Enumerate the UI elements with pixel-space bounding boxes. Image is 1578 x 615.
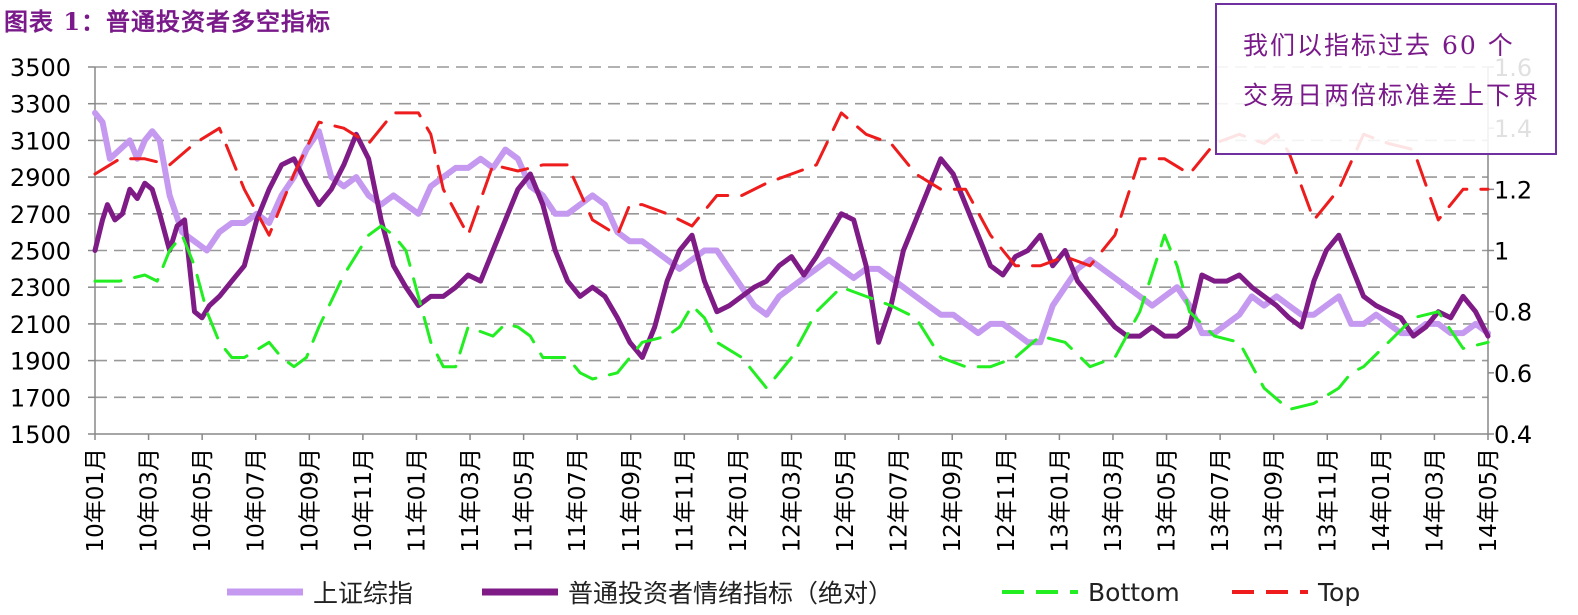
- x-tick-label: 12年03月: [780, 448, 806, 553]
- series-line-bottom: [93, 224, 1490, 411]
- left-tick-label: 2900: [10, 164, 71, 192]
- x-tick-label: 12年07月: [887, 448, 913, 553]
- legend-swatch-sentiment: [482, 588, 558, 596]
- left-tick-label: 1500: [10, 421, 71, 449]
- legend: 上证综指 普通投资者情绪指标（绝对） Bottom Top: [225, 572, 1565, 612]
- right-tick-label: 1.2: [1494, 176, 1532, 204]
- x-tick-label: 11年11月: [672, 448, 698, 553]
- x-tick-label: 14年03月: [1422, 448, 1448, 553]
- x-tick-label: 12年01月: [726, 448, 752, 553]
- legend-label-top: Top: [1318, 577, 1361, 607]
- right-tick-label: 0.4: [1494, 421, 1532, 449]
- series-lines: [92, 109, 1491, 411]
- legend-label-bottom: Bottom: [1088, 577, 1180, 607]
- x-tick-label: 11年09月: [619, 448, 645, 553]
- legend-label-index: 上证综指: [313, 579, 414, 608]
- x-tick-label: 10年03月: [137, 448, 163, 553]
- legend-item-index: 上证综指: [225, 572, 413, 612]
- x-tick-label: 13年05月: [1155, 448, 1181, 553]
- x-tick-label: 13年01月: [1047, 448, 1073, 553]
- left-tick-label: 3100: [10, 127, 71, 155]
- x-tick-label: 10年01月: [83, 448, 109, 553]
- left-axis-ticks: 1500 1700 1900 2100 2300 2500 2700 2900 3100 3300…: [10, 54, 95, 449]
- legend-label-sentiment: 普通投资者情绪指标（绝对）: [568, 579, 894, 608]
- left-tick-label: 2300: [10, 274, 71, 302]
- left-tick-label: 3500: [10, 54, 71, 82]
- x-tick-label: 10年11月: [351, 448, 377, 553]
- x-tick-label: 13年03月: [1101, 448, 1127, 553]
- x-tick-label: 10年07月: [244, 448, 270, 553]
- left-tick-label: 1700: [10, 384, 71, 412]
- x-tick-label: 12年05月: [833, 448, 859, 553]
- x-tick-label: 13年09月: [1262, 448, 1288, 553]
- legend-item-sentiment: 普通投资者情绪指标（绝对）: [480, 572, 893, 612]
- legend-item-bottom: Bottom: [1000, 572, 1180, 612]
- right-tick-label: 1: [1494, 238, 1509, 266]
- legend-swatch-index: [227, 588, 303, 596]
- x-tick-label: 11年05月: [512, 448, 538, 553]
- x-tick-label: 12年09月: [940, 448, 966, 553]
- legend-swatch-bottom: [1002, 590, 1078, 594]
- chart-title: 图表 1：普通投资者多空指标: [4, 7, 332, 36]
- left-tick-label: 2500: [10, 238, 71, 266]
- x-tick-label: 14年01月: [1369, 448, 1395, 553]
- x-tick-label: 10年09月: [297, 448, 323, 553]
- x-tick-label: 10年05月: [190, 448, 216, 553]
- annotation-box: 我们以指标过去 60 个交易日两倍标准差上下界: [1215, 3, 1557, 155]
- left-tick-label: 2100: [10, 311, 71, 339]
- x-tick-label: 11年03月: [458, 448, 484, 553]
- left-tick-label: 3300: [10, 91, 71, 119]
- x-tick-label: 11年07月: [565, 448, 591, 553]
- legend-item-top: Top: [1230, 572, 1360, 612]
- left-tick-label: 2700: [10, 201, 71, 229]
- left-tick-label: 1900: [10, 348, 71, 376]
- right-tick-label: 0.8: [1494, 299, 1532, 327]
- annotation-text: 我们以指标过去 60 个交易日两倍标准差上下界: [1243, 31, 1541, 110]
- x-tick-label: 13年11月: [1315, 448, 1341, 553]
- series-line-sentiment: [92, 131, 1491, 360]
- x-axis-ticks: 10年01月 10年03月 10年05月 10年07月 10年09月 10年11月 11年0…: [83, 434, 1502, 553]
- right-tick-label: 0.6: [1494, 360, 1532, 388]
- legend-swatch-top: [1232, 590, 1308, 594]
- x-tick-label: 13年07月: [1208, 448, 1234, 553]
- x-tick-label: 14年05月: [1476, 448, 1502, 553]
- x-tick-label: 12年11月: [994, 448, 1020, 553]
- x-tick-label: 11年01月: [404, 448, 430, 553]
